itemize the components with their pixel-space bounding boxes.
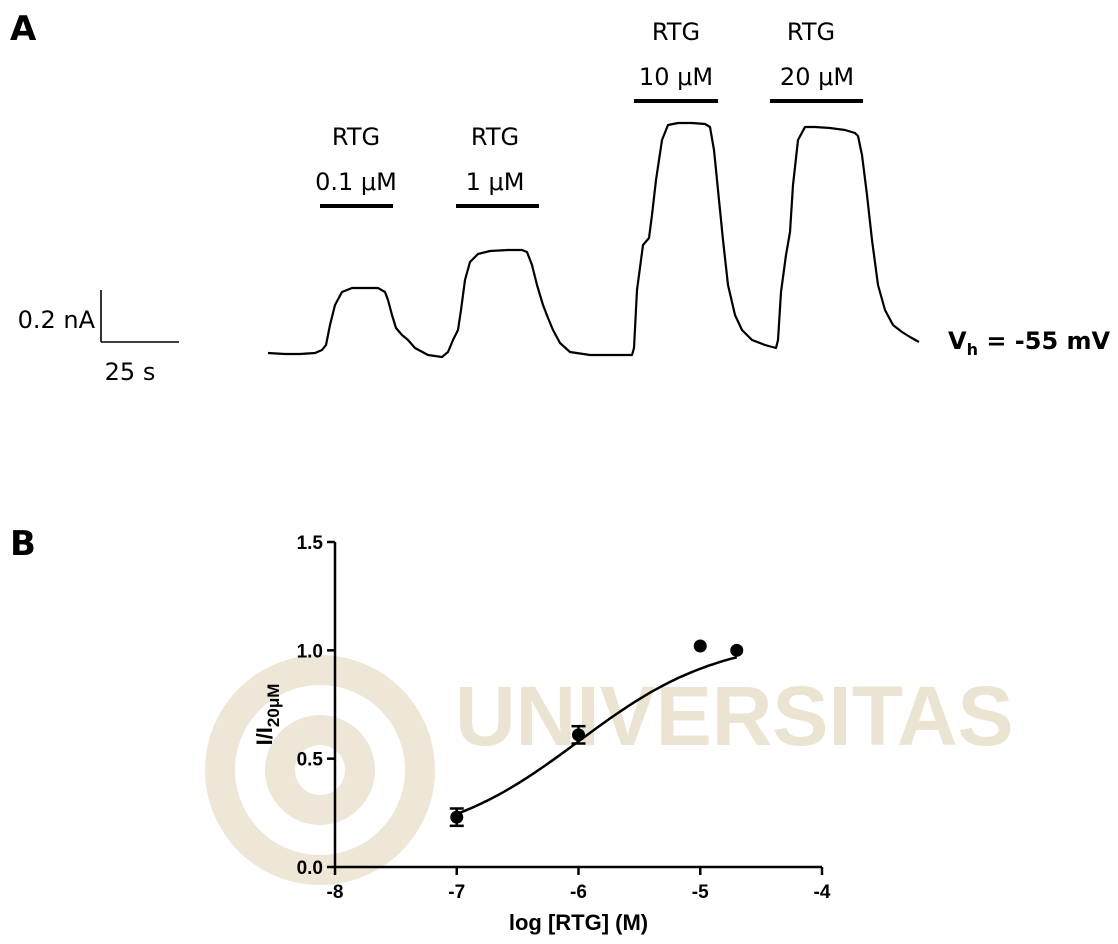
chart-axes: -8 -7 -6 -5 -4 0.0 0.5 1.0 1.5	[297, 533, 831, 903]
watermark: UNIVERSITAS	[205, 655, 1014, 885]
y-tick-label: 0.0	[297, 858, 323, 879]
watermark-seal	[205, 655, 435, 885]
x-tick-label: -4	[814, 882, 831, 903]
data-point	[572, 728, 585, 742]
x-tick-label: -7	[448, 882, 465, 903]
current-trace	[267, 121, 920, 359]
application-conc-3: 10 μM	[639, 63, 713, 91]
x-tick-label: -8	[327, 882, 344, 903]
application-conc-2: 1 μM	[466, 168, 525, 196]
x-axis-title: log [RTG] (M)	[509, 910, 648, 935]
x-tick-label: -6	[570, 882, 587, 903]
application-drug-3: RTG	[652, 18, 700, 46]
dose-response-chart: -8 -7 -6 -5 -4 0.0 0.5 1.0 1.5 log [RTG] (M) I/I…	[252, 533, 831, 935]
data-point	[693, 639, 707, 653]
application-conc-1: 0.1 μM	[315, 168, 397, 196]
chart-fit-layer	[456, 656, 738, 816]
x-tick-label: -5	[692, 882, 709, 903]
y-tick-label: 0.5	[297, 750, 324, 771]
holding-potential-label: Vh = -55 mV	[948, 327, 1111, 359]
application-drug-2: RTG	[471, 123, 519, 151]
watermark-text: UNIVERSITAS	[455, 669, 1014, 763]
data-point	[730, 643, 744, 657]
application-drug-1: RTG	[332, 123, 380, 151]
data-point	[450, 810, 464, 824]
application-conc-4: 20 μM	[780, 63, 854, 91]
chart-points-layer	[449, 639, 744, 828]
application-drug-4: RTG	[787, 18, 835, 46]
scale-label-current: 0.2 nA	[18, 306, 96, 334]
fit-curve	[456, 656, 738, 816]
y-axis-title: I/I20μM	[252, 684, 283, 746]
y-tick-label: 1.5	[297, 533, 324, 554]
panel-a: RTG 0.1 μM RTG 1 μM RTG 10 μM RTG 20 μM …	[18, 18, 1111, 386]
panel-a-letter: A	[10, 9, 37, 49]
scale-label-time: 25 s	[105, 358, 156, 386]
panel-b-letter: B	[10, 524, 36, 564]
y-tick-label: 1.0	[297, 641, 323, 662]
